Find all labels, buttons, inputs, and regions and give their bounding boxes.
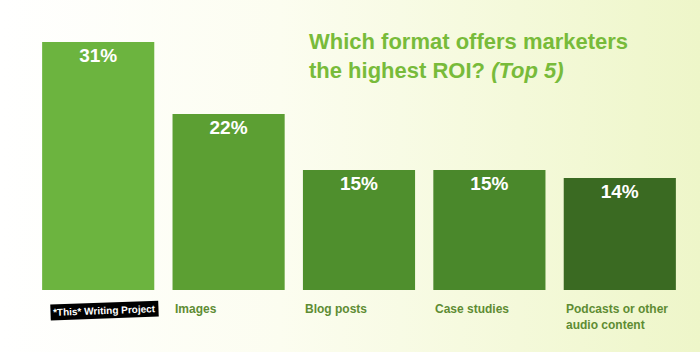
svg-text:Images: Images (175, 302, 217, 316)
svg-text:15%: 15% (340, 173, 378, 194)
svg-text:Case studies: Case studies (435, 302, 509, 316)
svg-text:14%: 14% (601, 181, 639, 202)
svg-text:31%: 31% (79, 45, 117, 66)
svg-text:22%: 22% (210, 117, 248, 138)
svg-text:Blog posts: Blog posts (305, 302, 367, 316)
svg-text:Podcasts or otheraudio content: Podcasts or otheraudio content (566, 302, 668, 332)
svg-text:*This* Writing Project: *This* Writing Project (53, 303, 156, 318)
svg-text:Which format offers marketerst: Which format offers marketersthe highest… (309, 29, 628, 83)
svg-text:15%: 15% (470, 173, 508, 194)
